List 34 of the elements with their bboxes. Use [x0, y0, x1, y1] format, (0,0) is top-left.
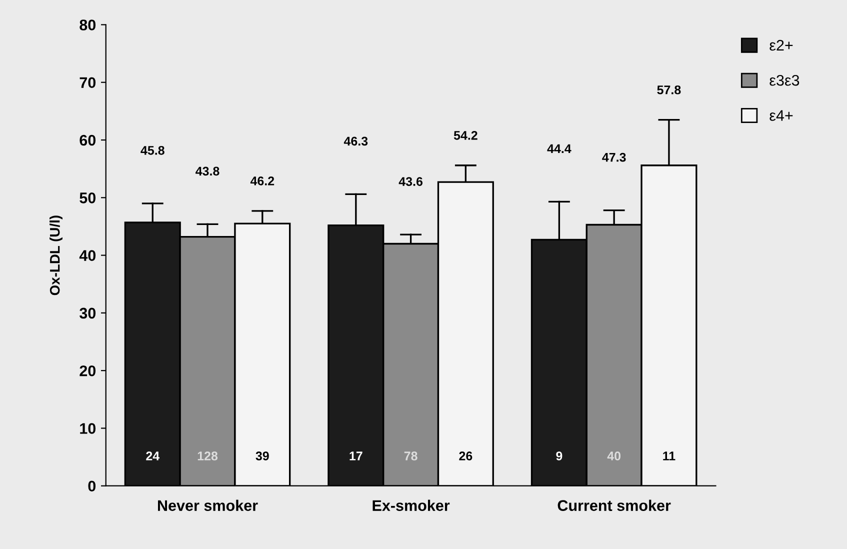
y-tick-label: 80: [80, 20, 96, 30]
annotation: 128: [198, 452, 218, 460]
annotation: 46.3: [344, 136, 368, 146]
legend-label: ε3ε3: [770, 74, 800, 86]
legend-label: ε2+: [770, 40, 793, 51]
annotation: 45.8: [140, 146, 164, 155]
annotation: 47.3: [602, 152, 626, 162]
y-tick-label: 70: [80, 77, 96, 88]
legend-label: ε4+: [770, 110, 793, 121]
x-tick-label: Ex-smoker: [372, 500, 450, 511]
y-tick-label: 50: [80, 192, 96, 204]
y-tick-label: 20: [80, 365, 96, 376]
y-tick-label: 10: [80, 423, 96, 434]
annotation: 40: [607, 452, 621, 460]
y-tick-label: 0: [88, 480, 96, 492]
annotation: 54.2: [454, 130, 478, 140]
annotation: 26: [459, 452, 472, 460]
annotation: 43.8: [196, 166, 220, 176]
y-tick-label: 60: [80, 134, 96, 146]
annotation: 78: [404, 452, 418, 460]
x-tick-label: Never smoker: [158, 500, 258, 511]
annotation: 11: [663, 452, 676, 460]
annotation: 17: [350, 452, 362, 460]
annotation: 44.4: [547, 144, 572, 153]
annotation: 46.2: [250, 176, 274, 186]
annotation: 39: [256, 452, 269, 460]
annotation: 9: [556, 452, 562, 460]
y-tick-label: 40: [79, 250, 96, 261]
annotation: 24: [146, 452, 160, 460]
x-tick-label: Current smoker: [558, 500, 671, 511]
y-axis-title: Ox-LDL (U/l): [50, 216, 62, 296]
annotation: 57.8: [657, 85, 681, 94]
annotation: 43.6: [398, 177, 423, 186]
y-tick-label: 30: [80, 308, 96, 319]
